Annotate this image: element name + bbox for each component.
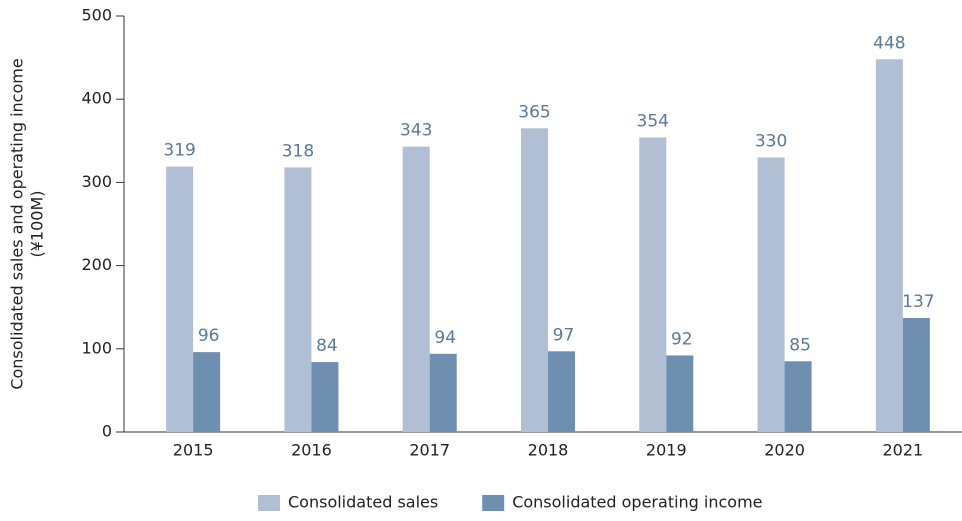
bar: [548, 351, 575, 432]
x-tick-label: 2018: [528, 441, 569, 460]
y-tick-label: 400: [81, 89, 112, 108]
value-label: 318: [282, 141, 314, 161]
x-tick-label: 2017: [409, 441, 450, 460]
bar: [902, 318, 930, 432]
value-label: 448: [873, 33, 905, 53]
y-tick-label: 300: [81, 172, 112, 191]
value-label: 137: [902, 292, 934, 312]
bar: [166, 166, 194, 433]
bar: [757, 157, 785, 432]
x-tick-label: 2016: [291, 441, 332, 460]
x-tick-label: 2020: [764, 441, 805, 460]
y-axis-label-line: (¥100M): [28, 190, 47, 257]
legend-label: Consolidated operating income: [512, 493, 762, 512]
bar: [193, 352, 221, 432]
legend-label: Consolidated sales: [288, 493, 438, 512]
value-label: 92: [671, 329, 693, 349]
bar: [311, 362, 339, 432]
value-label: 343: [400, 121, 432, 141]
legend-swatch: [482, 495, 505, 511]
x-tick-label: 2021: [882, 441, 923, 460]
x-tick-label: 2019: [646, 441, 687, 460]
value-label: 354: [637, 111, 669, 131]
value-label: 85: [789, 335, 811, 355]
y-axis-label: Consolidated sales and operating income …: [8, 58, 47, 389]
bar: [521, 128, 548, 432]
bar: [666, 355, 694, 432]
y-tick-label: 200: [81, 255, 112, 274]
value-label: 84: [316, 336, 338, 356]
bar: [784, 361, 812, 432]
value-label: 94: [434, 328, 456, 348]
bar: [875, 59, 903, 432]
value-label: 330: [755, 131, 787, 151]
value-label: 96: [198, 326, 220, 346]
value-label: 97: [553, 325, 575, 345]
y-tick-label: 0: [102, 422, 112, 441]
value-label: 365: [518, 102, 550, 122]
y-tick-label: 100: [81, 338, 112, 357]
x-tick-label: 2015: [173, 441, 214, 460]
bar: [639, 137, 667, 433]
legend-swatch: [258, 495, 280, 511]
bar: [284, 167, 312, 432]
bar: [402, 146, 430, 432]
bar: [429, 353, 457, 432]
value-label: 319: [163, 141, 195, 161]
y-axis-label-line: Consolidated sales and operating income: [8, 58, 27, 389]
y-tick-label: 500: [81, 6, 112, 25]
